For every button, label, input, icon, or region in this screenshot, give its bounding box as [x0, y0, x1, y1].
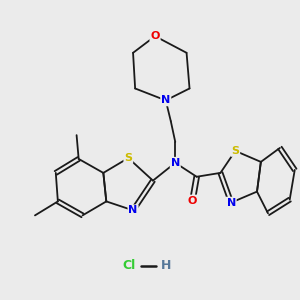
Text: O: O [188, 196, 197, 206]
Text: H: H [161, 260, 172, 272]
Text: N: N [226, 198, 236, 208]
Text: N: N [128, 205, 138, 215]
Text: S: S [231, 146, 239, 156]
Text: N: N [171, 158, 180, 168]
Text: Cl: Cl [123, 260, 136, 272]
Text: S: S [124, 153, 132, 163]
Text: N: N [161, 95, 170, 105]
Text: O: O [150, 31, 160, 41]
